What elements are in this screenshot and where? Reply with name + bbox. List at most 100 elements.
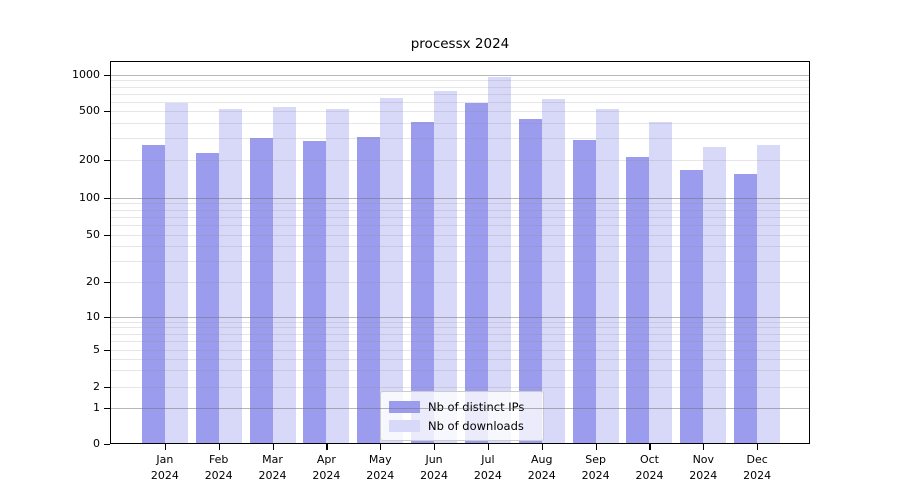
- grid-line-minor: [110, 321, 810, 323]
- bar-downloads: [434, 90, 458, 444]
- x-tick-mark: [757, 444, 759, 450]
- bar-distinct-ips: [680, 170, 704, 444]
- x-tick-month: Oct: [639, 453, 659, 466]
- x-tick-label: Jun 2024: [399, 452, 469, 483]
- grid-line-minor: [110, 209, 810, 211]
- y-tick-mark: [104, 350, 110, 352]
- grid-line-major: [110, 316, 810, 318]
- y-tick-mark: [104, 316, 110, 318]
- x-tick-mark: [164, 444, 167, 450]
- bar-distinct-ips: [195, 152, 219, 444]
- bar-downloads: [272, 107, 296, 444]
- grid-line-minor: [110, 358, 810, 360]
- x-tick-month: May: [368, 453, 392, 466]
- bar-distinct-ips: [464, 102, 488, 444]
- x-tick-mark: [649, 444, 651, 450]
- grid-line-minor: [110, 101, 810, 103]
- x-tick-label: Apr 2024: [291, 452, 361, 483]
- x-tick-label: Sep 2024: [561, 452, 631, 483]
- x-tick-year: 2024: [366, 468, 395, 482]
- y-tick-label: 1000: [72, 67, 100, 81]
- grid-line-minor: [110, 341, 810, 343]
- grid-line-minor: [110, 281, 810, 283]
- bar-downloads: [649, 121, 673, 444]
- legend-label: Nb of downloads: [428, 418, 524, 433]
- x-tick-month: Feb: [208, 453, 229, 466]
- grid-line-minor: [110, 86, 810, 88]
- legend-row: Nb of distinct IPs: [389, 397, 534, 416]
- y-tick-mark: [104, 235, 110, 237]
- bar-downloads: [541, 98, 565, 444]
- x-tick-label: Feb 2024: [184, 452, 254, 483]
- bar-distinct-ips: [626, 157, 650, 444]
- x-tick-mark: [703, 444, 705, 450]
- y-tick-mark: [104, 281, 110, 283]
- bar-distinct-ips: [303, 141, 327, 444]
- legend-swatch-distinct-ips: [389, 400, 420, 413]
- x-tick-year: 2024: [258, 468, 287, 482]
- x-tick-label: Jan 2024: [130, 452, 200, 483]
- y-tick-label: 500: [79, 104, 100, 118]
- y-tick-label: 5: [93, 343, 100, 356]
- x-tick-month: Apr: [316, 453, 336, 466]
- grid-line-minor: [110, 333, 810, 335]
- plot-border: [110, 61, 810, 444]
- x-tick-label: Mar 2024: [238, 452, 308, 483]
- x-tick-month: Jan: [156, 453, 174, 466]
- y-tick-mark: [104, 444, 110, 446]
- y-tick-label: 100: [79, 190, 100, 204]
- x-tick-month: Sep: [585, 453, 606, 466]
- grid-line-minor: [110, 350, 810, 351]
- y-tick-mark: [104, 386, 110, 388]
- legend-swatch-downloads: [389, 419, 420, 432]
- grid-line-minor: [110, 246, 810, 248]
- y-tick-label: 2: [93, 379, 100, 393]
- bar-downloads: [487, 77, 511, 444]
- x-tick-mark: [380, 444, 382, 450]
- x-tick-year: 2024: [635, 468, 664, 482]
- bar-distinct-ips: [249, 137, 273, 444]
- x-tick-year: 2024: [204, 468, 233, 482]
- x-tick-mark: [218, 444, 220, 450]
- grid-line-minor: [110, 160, 810, 161]
- x-tick-mark: [595, 444, 597, 450]
- y-tick-label: 0: [93, 437, 100, 450]
- grid-line-minor: [110, 235, 810, 236]
- bar-distinct-ips: [734, 173, 758, 444]
- x-tick-year: 2024: [527, 468, 556, 482]
- x-tick-month: Nov: [692, 453, 715, 466]
- grid-line-minor: [110, 216, 810, 218]
- y-tick-mark: [104, 408, 110, 410]
- bar-downloads: [595, 109, 619, 444]
- x-tick-mark: [326, 444, 328, 450]
- grid-line-minor: [110, 93, 810, 95]
- x-tick-label: Jul 2024: [453, 452, 523, 483]
- grid-line-minor: [110, 386, 810, 388]
- legend-label: Nb of distinct IPs: [428, 399, 525, 414]
- grid-line-minor: [110, 203, 810, 205]
- grid-line-major: [110, 408, 810, 410]
- x-tick-label: Nov 2024: [668, 452, 738, 483]
- grid-line-major: [110, 197, 810, 199]
- bar-downloads: [218, 109, 242, 444]
- bar-downloads: [326, 108, 350, 444]
- bar-distinct-ips: [357, 136, 381, 444]
- y-tick-mark: [104, 111, 110, 113]
- x-tick-year: 2024: [312, 468, 341, 482]
- grid-line-minor: [110, 225, 810, 227]
- y-tick-label: 10: [86, 309, 100, 323]
- x-tick-mark: [272, 444, 274, 450]
- x-tick-year: 2024: [743, 468, 772, 482]
- grid-line-minor: [110, 138, 810, 140]
- x-tick-label: May 2024: [345, 452, 415, 483]
- y-tick-label: 1: [93, 401, 100, 415]
- x-tick-mark: [487, 444, 490, 450]
- x-tick-mark: [541, 444, 543, 450]
- x-tick-month: Mar: [262, 453, 283, 466]
- bar-downloads: [703, 147, 727, 444]
- grid-line-minor: [110, 370, 810, 372]
- chart-title: processx 2024: [410, 36, 510, 52]
- bar-distinct-ips: [141, 145, 165, 444]
- x-tick-month: Jul: [481, 453, 495, 466]
